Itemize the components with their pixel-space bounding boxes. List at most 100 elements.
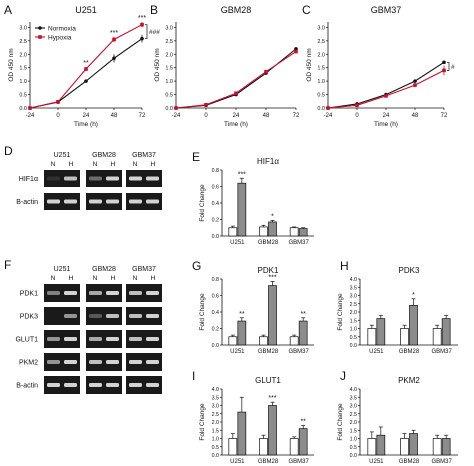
x-tick-label: U251 (369, 349, 384, 355)
y-axis-label: Fold Change (337, 403, 344, 441)
x-axis-label: Time (h) (74, 121, 98, 128)
gel-block (44, 376, 80, 394)
panel-letter-d: D (4, 144, 13, 158)
significance-label: *** (138, 15, 146, 22)
panel-letter-c: C (302, 3, 311, 17)
bar-chart-h: PDK3 0.0 0.5 1.0 1.5 2.0 2.5 3.0 3.5 4.0 Fold Chan… (337, 266, 458, 355)
y-tick-label: 2.5 (350, 302, 357, 308)
gel-group-label: U251 (54, 266, 71, 273)
x-tick-label: GBM37 (431, 349, 452, 355)
line-chart-a: U251 -24 0 24 48 72 0.0 0.5 1.0 1.5 2.0 2.5 3.0 Time … (8, 5, 160, 128)
panel-letter-h: H (340, 259, 349, 273)
data-point (264, 69, 268, 74)
x-tick-label: 24 (83, 113, 90, 119)
bar-chart-i: GLUT1 0.0 0.5 1.0 1.5 2.0 2.5 3.0 3.5 4.0 Fold Cha… (199, 376, 314, 465)
y-tick-label: 2.0 (165, 52, 173, 58)
x-tick-label: 0 (56, 113, 60, 119)
gel-band (106, 199, 119, 204)
data-point (28, 106, 32, 110)
gel-group-label: GBM28 (92, 266, 116, 273)
x-tick-label: GBM28 (399, 459, 420, 465)
chart-title: GLUT1 (255, 376, 281, 385)
bar-h (237, 411, 247, 456)
bar-h (409, 433, 418, 456)
bar-n (432, 328, 442, 346)
data-point (204, 102, 208, 107)
y-tick-label: 1.0 (19, 79, 27, 85)
y-tick-label: 0.0 (212, 453, 219, 459)
y-tick-label: 3.0 (350, 294, 357, 300)
y-tick-label: 0.0 (19, 106, 27, 112)
gel-band (146, 383, 159, 387)
y-tick-label: 0.0 (350, 453, 357, 459)
y-tick-label: 1.0 (165, 79, 173, 85)
gel-lane-label: H (111, 275, 116, 282)
bar-h (298, 228, 308, 237)
x-axis-label: Time (h) (374, 121, 398, 128)
x-tick-label: -24 (26, 113, 35, 119)
y-tick-label: 4.0 (350, 277, 357, 283)
chart-title: GBM37 (371, 5, 402, 15)
y-tick-label: 2.0 (19, 52, 27, 58)
gel-block (126, 284, 162, 302)
x-tick-label: GBM37 (431, 459, 452, 465)
gel-band (146, 199, 159, 204)
gel-group-label: GBM37 (132, 152, 156, 159)
gel-lane-label: N (93, 161, 98, 168)
x-tick-label: GBM37 (288, 459, 309, 465)
gel-band (47, 291, 60, 295)
significance-label: ** (300, 418, 306, 425)
panel-letter-f: F (4, 258, 11, 272)
gel-block (44, 353, 80, 371)
chart-title: PDK1 (258, 266, 279, 275)
y-tick-label: 1.0 (350, 327, 357, 333)
y-axis-label: Fold Change (199, 403, 206, 441)
gel-band (129, 337, 142, 341)
y-tick-label: 2.5 (350, 412, 357, 418)
gel-row-label: PKM2 (19, 360, 38, 367)
x-tick-label: 48 (111, 113, 118, 119)
x-tick-label: 72 (441, 113, 448, 119)
gel-band (47, 360, 60, 364)
bar-n (289, 336, 299, 346)
y-axis-label: Fold Change (199, 293, 206, 331)
y-tick-label: 0.4 (212, 201, 219, 207)
data-point (140, 36, 144, 41)
gel-block (86, 284, 122, 302)
gel-block (44, 284, 80, 302)
gel-row-label: B-actin (16, 383, 38, 390)
data-point (413, 83, 417, 87)
x-tick-label: 0 (355, 113, 359, 119)
x-tick-label: 48 (412, 113, 419, 119)
y-tick-label: 0.0 (212, 234, 219, 240)
gel-band (64, 337, 77, 341)
gel-block (44, 170, 80, 187)
data-point (355, 103, 359, 108)
data-point (112, 56, 116, 61)
gel-block (86, 330, 122, 348)
gel-band (64, 314, 77, 318)
bar-chart-e: HIF1α 0.0 0.2 0.4 0.6 0.8 Fold Change U251 *** GB… (199, 157, 314, 246)
x-tick-label: U251 (369, 459, 384, 465)
x-tick-label: 24 (383, 113, 390, 119)
gel-band (146, 291, 159, 295)
data-point (442, 60, 446, 65)
gel-block (44, 193, 80, 210)
gel-band (129, 176, 142, 181)
y-tick-label: 3.0 (165, 25, 173, 31)
significance-bracket (145, 24, 148, 40)
bracket-label: ### (149, 29, 160, 36)
significance-label: *** (268, 395, 276, 402)
data-point (294, 49, 298, 54)
gel-lane-label: H (151, 275, 156, 282)
y-tick-label: 4.0 (212, 387, 219, 393)
bar-h (268, 285, 277, 346)
y-tick-label: 1.5 (350, 318, 357, 324)
y-tick-label: 3.5 (212, 395, 219, 401)
significance-label: ** (300, 311, 306, 318)
data-point (442, 68, 446, 73)
bar-h (298, 320, 308, 346)
x-tick-label: 0 (204, 113, 208, 119)
gel-block (126, 330, 162, 348)
